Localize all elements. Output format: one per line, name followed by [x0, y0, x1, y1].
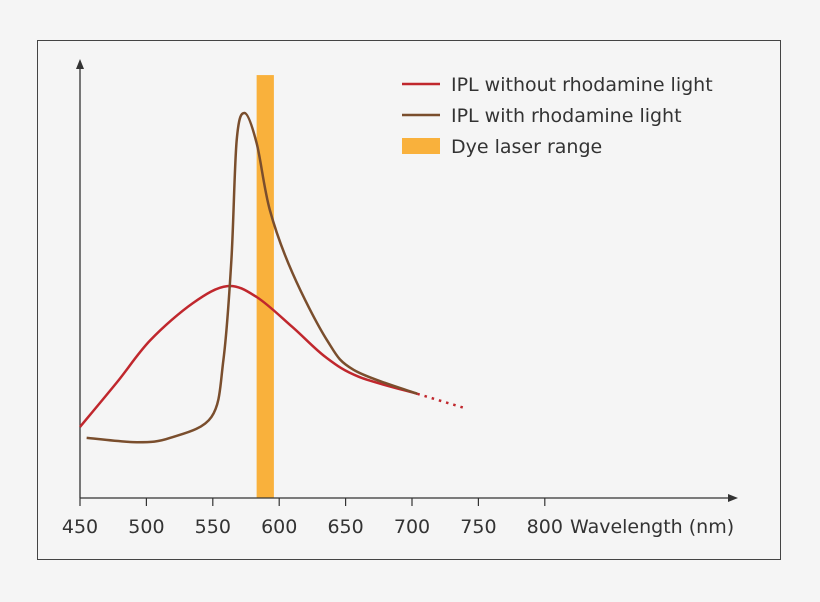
x-tick-label: 750	[460, 516, 496, 538]
x-axis-arrow-icon	[728, 494, 738, 502]
series-line-with-rhodamine	[86, 111, 418, 444]
series-dotted-extension	[416, 392, 466, 410]
x-tick-label: 800	[527, 516, 563, 538]
x-tick-label: 700	[394, 516, 430, 538]
series-line-without-rhodamine	[79, 284, 418, 428]
legend: IPL without rhodamine light IPL with rho…	[402, 74, 713, 158]
legend-swatch-dye-laser	[402, 138, 440, 154]
x-tick-label: 450	[62, 516, 98, 538]
chart-frame	[37, 40, 781, 560]
legend-label-without-rhodamine: IPL without rhodamine light	[451, 74, 713, 96]
legend-label-with-rhodamine: IPL with rhodamine light	[451, 105, 682, 127]
y-axis-arrow-icon	[76, 59, 84, 69]
dye-laser-band	[256, 75, 274, 498]
x-tick-label: 500	[128, 516, 164, 538]
x-axis-label: Wavelength (nm)	[570, 516, 734, 538]
x-tick-label: 650	[327, 516, 363, 538]
x-tick-label: 550	[195, 516, 231, 538]
x-tick-label: 600	[261, 516, 297, 538]
legend-label-dye-laser: Dye laser range	[451, 136, 602, 158]
